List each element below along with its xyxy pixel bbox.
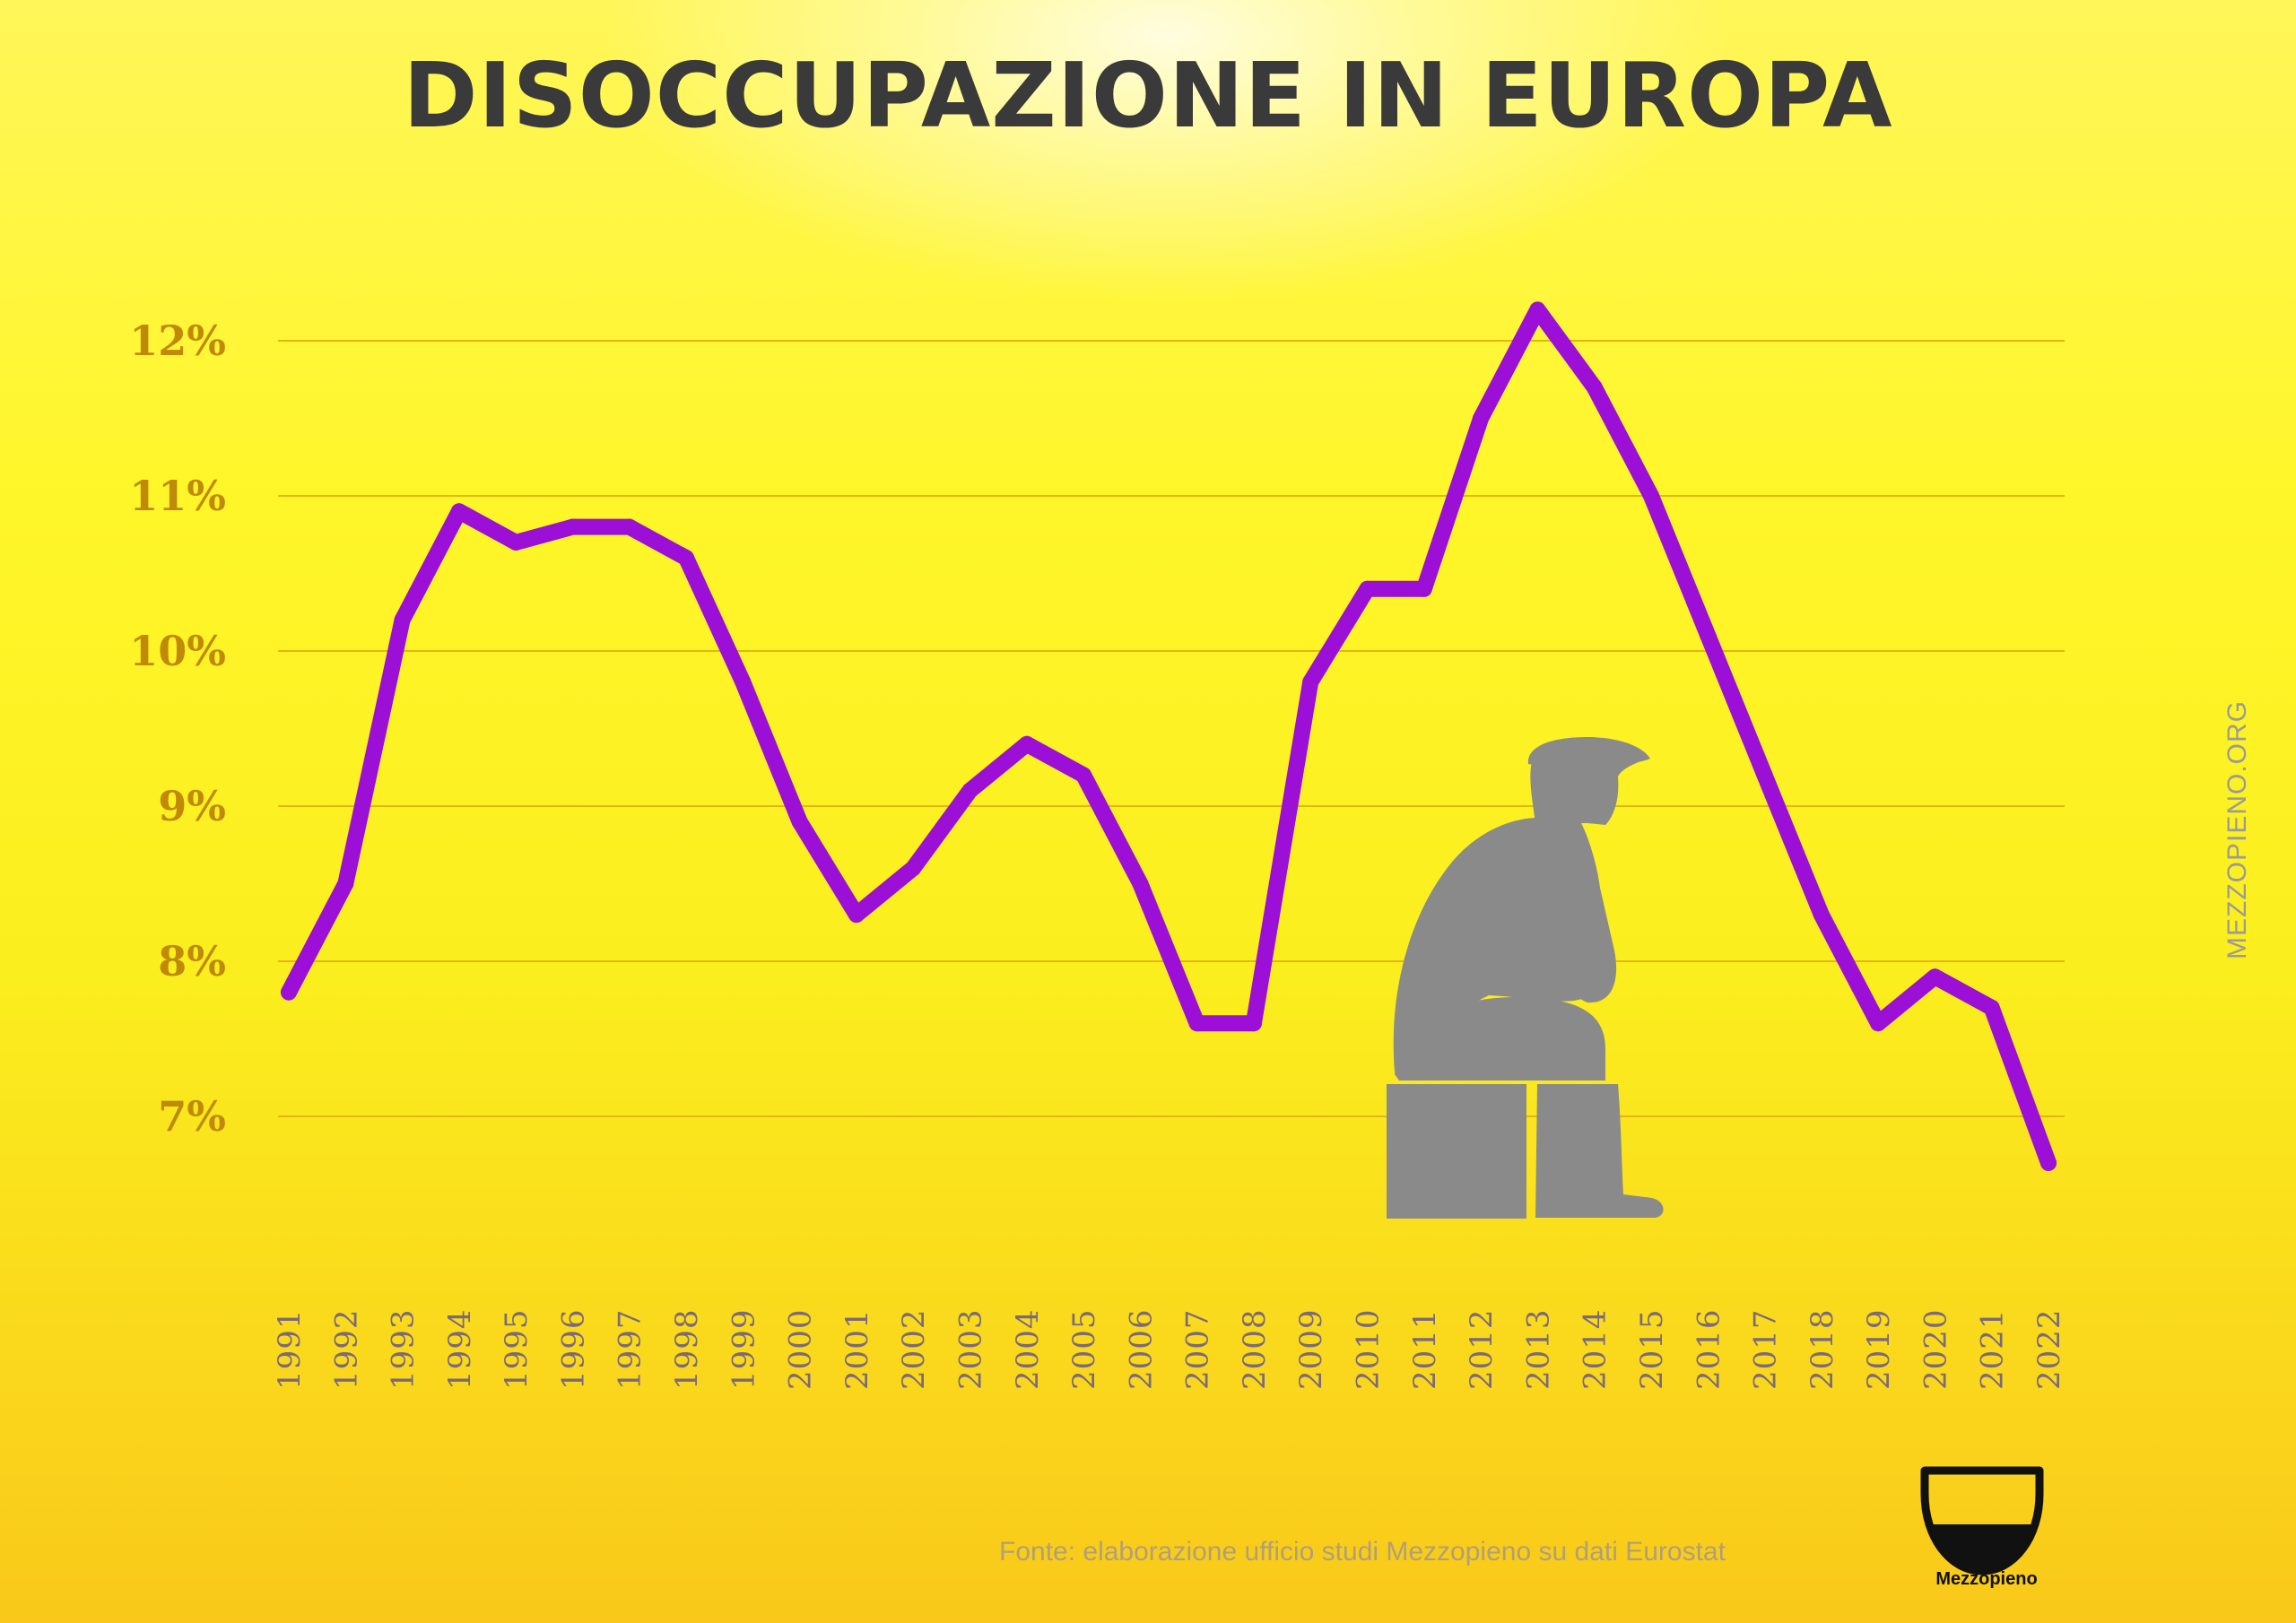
x-axis-ticks: 1991 1992 1993 1994 1995 1996 1997 1998 1999 2000… (272, 1308, 2067, 1390)
data-point (564, 518, 581, 535)
data-point (1983, 999, 2000, 1016)
data-point (281, 984, 297, 1001)
data-point (678, 550, 695, 567)
x-tick-label: 2016 (1691, 1308, 1726, 1390)
x-tick-label: 2001 (839, 1308, 875, 1390)
series-line (281, 301, 2057, 1171)
website-label: MEZZOPIENO.ORG (2222, 699, 2252, 959)
data-point (1018, 735, 1035, 752)
x-tick-label: 2010 (1351, 1308, 1387, 1390)
x-tick-label: 2002 (896, 1308, 932, 1390)
data-point (1415, 580, 1432, 597)
x-tick-label: 1997 (613, 1308, 648, 1390)
data-point (1245, 1015, 1262, 1032)
brand-name: Mezzopieno (1935, 1569, 2038, 1589)
half-full-glass-icon (1920, 1466, 2044, 1575)
x-tick-label: 1993 (386, 1308, 422, 1390)
data-point (848, 907, 865, 924)
x-tick-label: 2014 (1578, 1308, 1613, 1390)
thinking-man-sitting-icon (1387, 737, 1664, 1219)
data-point (1075, 767, 1092, 784)
x-tick-label: 1991 (272, 1308, 308, 1390)
x-tick-label: 2007 (1180, 1308, 1216, 1390)
data-point (508, 534, 525, 551)
data-points (281, 301, 2057, 1171)
data-point (1529, 301, 1546, 318)
x-tick-label: 1994 (442, 1308, 478, 1390)
x-tick-label: 2022 (2031, 1308, 2067, 1390)
x-tick-label: 2021 (1975, 1308, 2011, 1390)
data-point (1700, 627, 1717, 644)
data-point (1870, 1015, 1887, 1032)
x-tick-label: 2003 (952, 1308, 988, 1390)
x-tick-label: 2020 (1918, 1308, 1953, 1390)
data-point (1132, 875, 1149, 892)
x-tick-label: 2004 (1010, 1308, 1046, 1390)
data-point (337, 875, 354, 892)
y-tick-label: 12% (129, 317, 226, 365)
data-point (394, 612, 411, 629)
x-tick-label: 2000 (783, 1308, 819, 1390)
x-tick-label: 2018 (1805, 1308, 1840, 1390)
y-tick-label: 9% (158, 782, 226, 830)
data-point (1586, 378, 1603, 395)
y-tick-label: 8% (158, 937, 226, 985)
data-point (621, 518, 638, 535)
data-point (905, 860, 922, 877)
x-tick-label: 2006 (1123, 1308, 1159, 1390)
y-tick-label: 11% (129, 472, 226, 520)
x-tick-label: 1998 (669, 1308, 705, 1390)
x-tick-label: 2012 (1464, 1308, 1500, 1390)
data-point (2040, 1154, 2057, 1171)
x-tick-label: 2009 (1293, 1308, 1329, 1390)
data-point (1302, 673, 1319, 690)
x-tick-label: 1996 (555, 1308, 591, 1390)
x-tick-label: 2017 (1748, 1308, 1784, 1390)
data-point (1473, 410, 1490, 427)
gridlines (278, 340, 2065, 1117)
data-point (791, 813, 808, 830)
x-tick-label: 2011 (1407, 1308, 1443, 1390)
y-tick-label: 7% (158, 1092, 226, 1141)
data-point (1642, 488, 1659, 504)
y-tick-label: 10% (129, 627, 226, 675)
source-note: Fonte: elaborazione ufficio studi Mezzop… (999, 1537, 1726, 1567)
data-point (961, 782, 978, 799)
chart-title: DISOCCUPAZIONE IN EUROPA (403, 43, 1893, 148)
data-point (735, 673, 752, 690)
data-point (1756, 767, 1773, 784)
x-tick-label: 2019 (1861, 1308, 1897, 1390)
data-point (450, 503, 467, 520)
data-point (1813, 907, 1830, 924)
x-tick-label: 1995 (499, 1308, 535, 1390)
x-tick-label: 2005 (1066, 1308, 1102, 1390)
data-point (1926, 968, 1944, 985)
data-point (1359, 580, 1376, 597)
y-axis-ticks: 12% 11% 10% 9% 8% 7% (129, 317, 226, 1141)
x-tick-label: 2015 (1634, 1308, 1670, 1390)
x-tick-label: 2013 (1520, 1308, 1556, 1390)
x-tick-label: 1999 (726, 1308, 761, 1390)
x-tick-label: 1992 (328, 1308, 364, 1390)
x-tick-label: 2008 (1237, 1308, 1273, 1390)
data-point (1188, 1015, 1205, 1032)
